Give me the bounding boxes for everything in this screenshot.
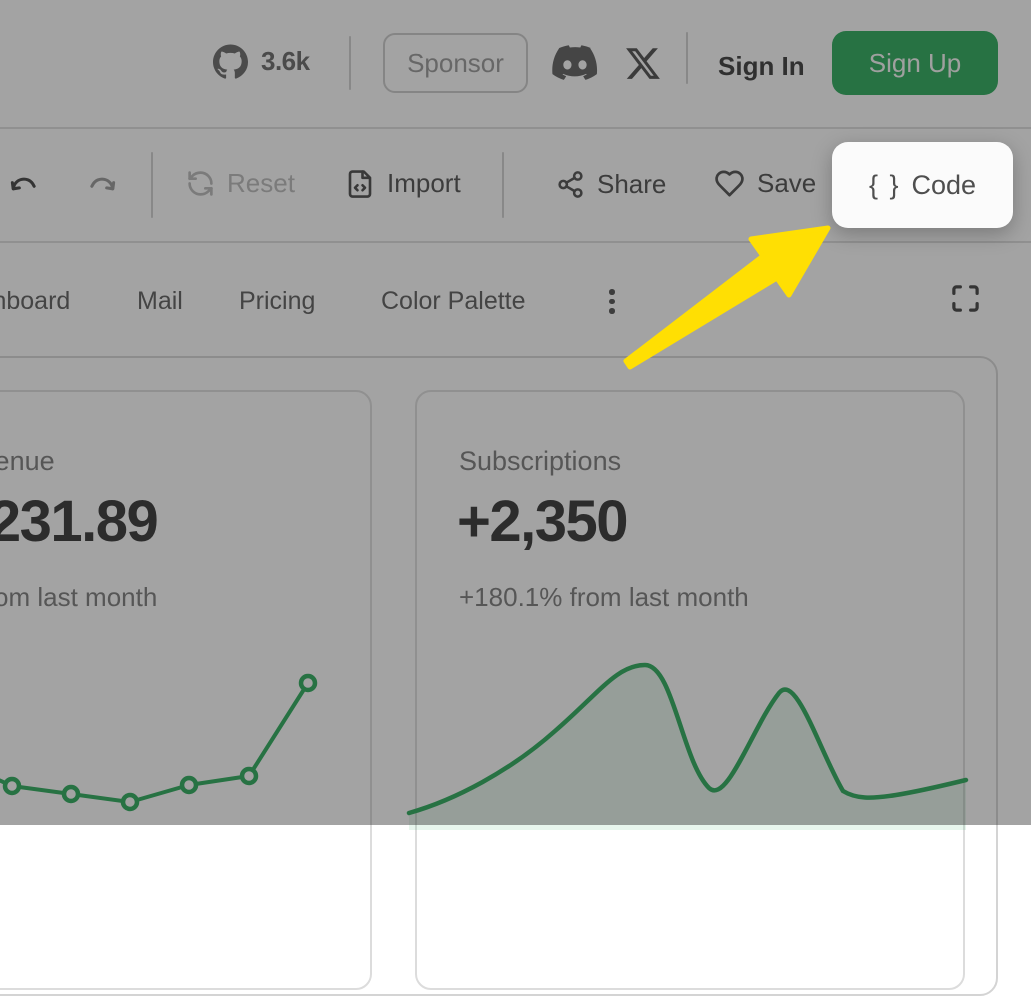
share-nodes-icon bbox=[558, 171, 583, 198]
share-label: Share bbox=[597, 169, 667, 199]
revenue-line-chart bbox=[0, 673, 318, 812]
refresh-icon bbox=[188, 171, 213, 196]
import-label: Import bbox=[387, 168, 461, 198]
header-separator-2 bbox=[686, 32, 688, 84]
discord-icon[interactable] bbox=[552, 45, 598, 86]
reset-button[interactable]: Reset bbox=[186, 168, 295, 199]
undo-button[interactable] bbox=[8, 170, 40, 207]
kebab-menu-icon[interactable] bbox=[609, 289, 615, 314]
toolbar-divider bbox=[0, 241, 1031, 243]
code-button[interactable]: { } Code bbox=[832, 142, 1013, 228]
sign-up-label: Sign Up bbox=[868, 47, 962, 78]
tab-pricing[interactable]: Pricing bbox=[239, 287, 316, 315]
card-value: +2,350 bbox=[457, 489, 629, 554]
arrow-shape bbox=[623, 225, 831, 370]
maximize-icon[interactable] bbox=[950, 283, 981, 319]
tab-dashboard[interactable]: Dashboard bbox=[0, 287, 71, 315]
github-star-count: 3.6k bbox=[261, 46, 310, 76]
x-logo-icon[interactable] bbox=[626, 48, 660, 84]
undo-arrow-icon bbox=[10, 177, 36, 191]
header-divider bbox=[0, 127, 1031, 129]
toolbar-separator bbox=[151, 152, 153, 218]
braces-icon: { } bbox=[868, 169, 901, 200]
file-code-icon bbox=[348, 169, 372, 198]
card-value: $45,231.89 bbox=[0, 489, 159, 554]
share-button[interactable]: Share bbox=[556, 169, 666, 200]
header-separator bbox=[349, 36, 351, 90]
sponsor-button[interactable]: Sponsor bbox=[383, 33, 528, 93]
code-label: Code bbox=[911, 169, 977, 200]
card-label: Total Revenue bbox=[0, 446, 55, 476]
redo-arrow-icon bbox=[90, 177, 116, 191]
tab-color-palette[interactable]: Color Palette bbox=[381, 287, 526, 315]
github-icon bbox=[213, 44, 248, 79]
heart-icon bbox=[715, 170, 744, 197]
github-stars-link[interactable]: 3.6k bbox=[213, 44, 310, 79]
sign-in-button[interactable]: Sign In bbox=[718, 51, 805, 81]
tab-mail[interactable]: Mail bbox=[137, 287, 183, 315]
subscriptions-area-chart bbox=[406, 662, 969, 830]
save-label: Save bbox=[757, 168, 817, 198]
import-button[interactable]: Import bbox=[345, 168, 461, 199]
save-button[interactable]: Save bbox=[714, 168, 816, 199]
card-label: Subscriptions bbox=[459, 446, 622, 476]
sign-up-button[interactable]: Sign Up bbox=[832, 31, 998, 95]
card-change: +20.1% from last month bbox=[0, 582, 158, 612]
toolbar-separator-2 bbox=[502, 152, 504, 218]
reset-label: Reset bbox=[227, 168, 295, 198]
sponsor-label: Sponsor bbox=[407, 47, 504, 78]
card-change: +180.1% from last month bbox=[459, 582, 749, 612]
redo-button[interactable] bbox=[86, 170, 118, 207]
